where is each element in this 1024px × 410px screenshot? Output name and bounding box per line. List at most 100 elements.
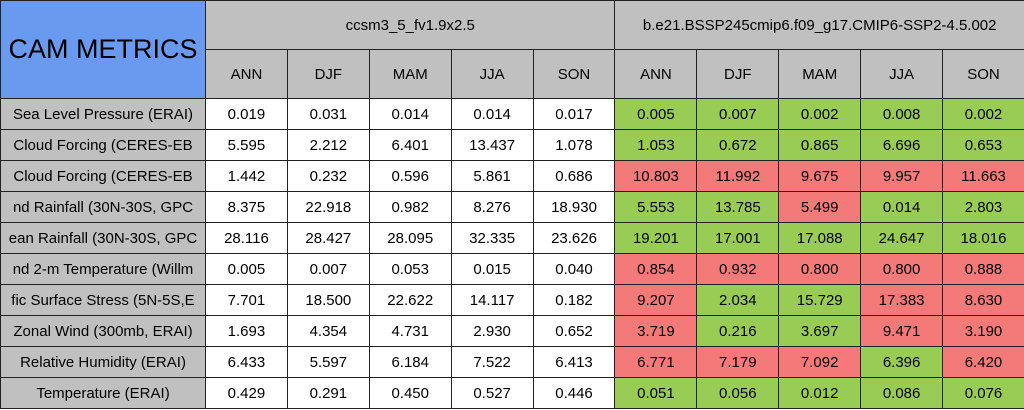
value-cell: 0.865 xyxy=(778,129,862,161)
value-cell: 2.212 xyxy=(286,129,370,161)
table-row: Relative Humidity (ERAI) 6.433 5.597 6.184 7… xyxy=(0,346,1024,378)
value-cell: 0.652 xyxy=(532,315,616,347)
value-cell: 4.354 xyxy=(286,315,370,347)
season-header: JJA xyxy=(860,49,944,99)
row-label: fic Surface Stress (5N-5S,E xyxy=(0,284,206,316)
value-cell: 15.729 xyxy=(778,284,862,316)
value-cell: 1.078 xyxy=(532,129,616,161)
row-label: Cloud Forcing (CERES-EB xyxy=(0,129,206,161)
value-cell: 28.116 xyxy=(205,222,288,254)
value-cell: 0.005 xyxy=(205,253,288,285)
value-cell: 23.626 xyxy=(532,222,616,254)
season-header: JJA xyxy=(450,49,534,99)
value-cell: 0.596 xyxy=(368,160,452,192)
value-cell: 6.401 xyxy=(368,129,452,161)
value-cell: 14.117 xyxy=(450,284,534,316)
value-cell: 22.918 xyxy=(286,191,370,223)
table-row: Zonal Wind (300mb, ERAI) 1.693 4.354 4.731 2… xyxy=(0,315,1024,347)
value-cell: 0.007 xyxy=(696,98,780,130)
value-cell: 22.622 xyxy=(368,284,452,316)
group-header: ccsm3_5_fv1.9x2.5 xyxy=(204,0,616,50)
value-cell: 18.016 xyxy=(942,222,1024,254)
value-cell: 6.184 xyxy=(368,346,452,378)
value-cell: 0.182 xyxy=(532,284,616,316)
row-label: Temperature (ERAI) xyxy=(0,377,206,409)
value-cell: 0.002 xyxy=(942,98,1024,130)
value-cell: 4.731 xyxy=(368,315,452,347)
value-cell: 7.701 xyxy=(205,284,288,316)
value-cell: 0.527 xyxy=(450,377,534,409)
table-row: ean Rainfall (30N-30S, GPC 28.116 28.427 28… xyxy=(0,222,1024,254)
table-row: Temperature (ERAI) 0.429 0.291 0.450 0.527 0.… xyxy=(0,377,1024,409)
value-cell: 0.017 xyxy=(532,98,616,130)
value-cell: 7.179 xyxy=(696,346,780,378)
value-cell: 0.056 xyxy=(696,377,780,409)
table-row: CAM METRICS ccsm3_5_fv1.9x2.5 b.e21.BSSP24… xyxy=(0,0,1024,99)
value-cell: 0.446 xyxy=(532,377,616,409)
row-label: Zonal Wind (300mb, ERAI) xyxy=(0,315,206,347)
value-cell: 5.597 xyxy=(286,346,370,378)
season-header: ANN xyxy=(205,49,288,99)
value-cell: 28.427 xyxy=(286,222,370,254)
table-row: ANN DJF MAM JJA SON ANN DJF MAM JJA SON xyxy=(1,49,1024,99)
value-cell: 0.007 xyxy=(286,253,370,285)
value-cell: 9.207 xyxy=(614,284,698,316)
value-cell: 18.500 xyxy=(286,284,370,316)
season-header: DJF xyxy=(696,49,780,99)
value-cell: 11.992 xyxy=(696,160,780,192)
value-cell: 28.095 xyxy=(368,222,452,254)
value-cell: 2.930 xyxy=(450,315,534,347)
value-cell: 0.800 xyxy=(860,253,944,285)
value-cell: 1.693 xyxy=(205,315,288,347)
value-cell: 2.034 xyxy=(696,284,780,316)
value-cell: 8.630 xyxy=(942,284,1024,316)
table-row: nd Rainfall (30N-30S, GPC 8.375 22.918 0.98… xyxy=(0,191,1024,223)
season-header: DJF xyxy=(286,49,370,99)
value-cell: 2.803 xyxy=(942,191,1024,223)
season-header: SON xyxy=(942,49,1024,99)
value-cell: 0.086 xyxy=(860,377,944,409)
value-cell: 9.675 xyxy=(778,160,862,192)
value-cell: 0.008 xyxy=(860,98,944,130)
value-cell: 0.216 xyxy=(696,315,780,347)
value-cell: 0.014 xyxy=(368,98,452,130)
value-cell: 0.051 xyxy=(614,377,698,409)
value-cell: 5.861 xyxy=(450,160,534,192)
row-label: ean Rainfall (30N-30S, GPC xyxy=(0,222,206,254)
value-cell: 8.375 xyxy=(205,191,288,223)
value-cell: 24.647 xyxy=(860,222,944,254)
value-cell: 3.697 xyxy=(778,315,862,347)
value-cell: 19.201 xyxy=(614,222,698,254)
value-cell: 0.672 xyxy=(696,129,780,161)
value-cell: 7.092 xyxy=(778,346,862,378)
value-cell: 0.002 xyxy=(778,98,862,130)
value-cell: 5.595 xyxy=(205,129,288,161)
value-cell: 32.335 xyxy=(450,222,534,254)
season-header: ANN xyxy=(614,49,698,99)
season-header: SON xyxy=(532,49,616,99)
table-title: CAM METRICS xyxy=(0,0,206,99)
value-cell: 6.396 xyxy=(860,346,944,378)
value-cell: 6.413 xyxy=(532,346,616,378)
value-cell: 0.014 xyxy=(450,98,534,130)
value-cell: 0.005 xyxy=(614,98,698,130)
value-cell: 9.957 xyxy=(860,160,944,192)
table-row: Cloud Forcing (CERES-EB 1.442 0.232 0.596 5.… xyxy=(0,160,1024,192)
group-header: b.e21.BSSP245cmip6.f09_g17.CMIP6-SSP2-4.… xyxy=(614,0,1024,50)
value-cell: 17.001 xyxy=(696,222,780,254)
value-cell: 0.982 xyxy=(368,191,452,223)
value-cell: 5.553 xyxy=(614,191,698,223)
value-cell: 0.450 xyxy=(368,377,452,409)
row-label: nd Rainfall (30N-30S, GPC xyxy=(0,191,206,223)
table-row: Cloud Forcing (CERES-EB 5.595 2.212 6.401 13… xyxy=(0,129,1024,161)
value-cell: 0.076 xyxy=(942,377,1024,409)
value-cell: 0.031 xyxy=(286,98,370,130)
value-cell: 6.433 xyxy=(205,346,288,378)
row-label: Relative Humidity (ERAI) xyxy=(0,346,206,378)
value-cell: 6.696 xyxy=(860,129,944,161)
value-cell: 6.420 xyxy=(942,346,1024,378)
value-cell: 3.190 xyxy=(942,315,1024,347)
value-cell: 6.771 xyxy=(614,346,698,378)
